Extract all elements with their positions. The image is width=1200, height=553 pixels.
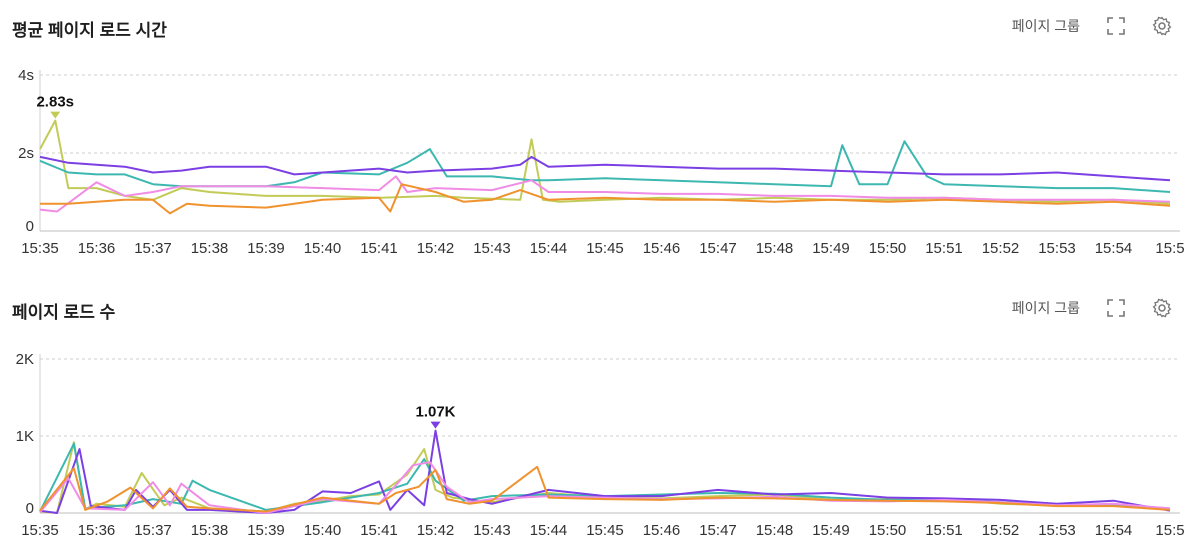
x-tick-label: 15:40 bbox=[304, 522, 342, 539]
panel-tools: 페이지 그룹 bbox=[1012, 298, 1172, 318]
page-group-button[interactable]: 페이지 그룹 bbox=[1011, 300, 1080, 316]
y-tick-label: 0 bbox=[26, 500, 34, 517]
x-tick-label: 15:54 bbox=[1095, 240, 1133, 257]
x-tick-label: 15:45 bbox=[586, 240, 624, 257]
x-tick-label: 15:5 bbox=[1155, 240, 1184, 257]
series-line bbox=[40, 183, 1171, 215]
series-line bbox=[39, 175, 1171, 213]
x-tick-label: 15:50 bbox=[869, 522, 907, 539]
x-tick-label: 15:37 bbox=[134, 522, 172, 539]
load-time-panel: 평균 페이지 로드 시간 페이지 그룹 0 2s 4s 15:35 15:36 15:37… bbox=[0, 0, 1200, 270]
y-tick-label: 1K bbox=[16, 428, 34, 445]
x-tick-label: 15:42 bbox=[417, 522, 455, 539]
x-tick-label: 15:36 bbox=[78, 240, 116, 257]
x-tick-label: 15:47 bbox=[699, 240, 737, 257]
x-tick-label: 15:35 bbox=[21, 240, 59, 257]
expand-icon[interactable] bbox=[1106, 16, 1126, 36]
y-tick-label: 4s bbox=[18, 67, 34, 84]
x-tick-label: 15:48 bbox=[756, 240, 794, 257]
x-tick-label: 15:47 bbox=[699, 522, 737, 539]
x-tick-label: 15:38 bbox=[191, 240, 229, 257]
series-line bbox=[39, 155, 1171, 182]
peak-label: 2.83s bbox=[36, 94, 74, 111]
x-tick-label: 15:49 bbox=[812, 240, 850, 257]
x-tick-label: 15:43 bbox=[473, 240, 511, 257]
x-tick-label: 15:42 bbox=[417, 240, 455, 257]
x-tick-label: 15:36 bbox=[78, 522, 116, 539]
load-count-chart: 0 1K 2K 15:35 15:36 15:37 15:38 15:39 15:40 15:41… bbox=[16, 351, 1185, 539]
panel-title: 페이지 로드 수 bbox=[12, 303, 116, 322]
x-tick-label: 15:45 bbox=[586, 522, 624, 539]
x-tick-label: 15:53 bbox=[1038, 240, 1076, 257]
x-tick-label: 15:38 bbox=[191, 522, 229, 539]
x-tick-label: 15:35 bbox=[21, 522, 59, 539]
gear-icon[interactable] bbox=[1152, 16, 1172, 36]
x-tick-label: 15:46 bbox=[643, 240, 681, 257]
panel-title: 평균 페이지 로드 시간 bbox=[12, 21, 167, 40]
x-tick-label: 15:50 bbox=[869, 240, 907, 257]
x-tick-label: 15:41 bbox=[360, 240, 398, 257]
x-tick-label: 15:53 bbox=[1038, 522, 1076, 539]
load-count-panel: 페이지 로드 수 페이지 그룹 0 1K 2K 15:35 15:36 15:37 15:3… bbox=[0, 282, 1200, 553]
x-tick-label: 15:5 bbox=[1155, 522, 1184, 539]
y-tick-label: 2s bbox=[18, 145, 34, 162]
x-tick-label: 15:43 bbox=[473, 522, 511, 539]
x-tick-label: 15:37 bbox=[134, 240, 172, 257]
x-tick-label: 15:39 bbox=[247, 522, 285, 539]
series-line bbox=[39, 461, 1171, 514]
page-group-button[interactable]: 페이지 그룹 bbox=[1011, 18, 1080, 34]
x-tick-label: 15:52 bbox=[982, 240, 1020, 257]
x-tick-label: 15:52 bbox=[982, 522, 1020, 539]
peak-label: 1.07K bbox=[415, 404, 455, 421]
peak-marker bbox=[50, 111, 61, 119]
x-tick-label: 15:39 bbox=[247, 240, 285, 257]
x-tick-label: 15:44 bbox=[530, 240, 568, 257]
expand-icon[interactable] bbox=[1106, 298, 1126, 318]
x-tick-label: 15:44 bbox=[530, 522, 568, 539]
peak-marker bbox=[430, 421, 441, 429]
x-tick-label: 15:41 bbox=[360, 522, 398, 539]
x-tick-label: 15:54 bbox=[1095, 522, 1133, 539]
y-tick-label: 2K bbox=[16, 351, 34, 368]
x-tick-label: 15:51 bbox=[925, 240, 963, 257]
x-tick-label: 15:51 bbox=[925, 522, 963, 539]
series-line bbox=[39, 429, 1171, 514]
x-tick-label: 15:48 bbox=[756, 522, 794, 539]
x-tick-label: 15:40 bbox=[304, 240, 342, 257]
series-line bbox=[39, 465, 1171, 513]
x-tick-label: 15:49 bbox=[812, 522, 850, 539]
x-tick-label: 15:46 bbox=[643, 522, 681, 539]
panel-tools: 페이지 그룹 bbox=[1012, 16, 1172, 36]
load-time-chart: 0 2s 4s 15:35 15:36 15:37 15:38 15:39 15:40 15:41… bbox=[18, 67, 1184, 257]
y-tick-label: 0 bbox=[26, 218, 34, 235]
gear-icon[interactable] bbox=[1152, 298, 1172, 318]
